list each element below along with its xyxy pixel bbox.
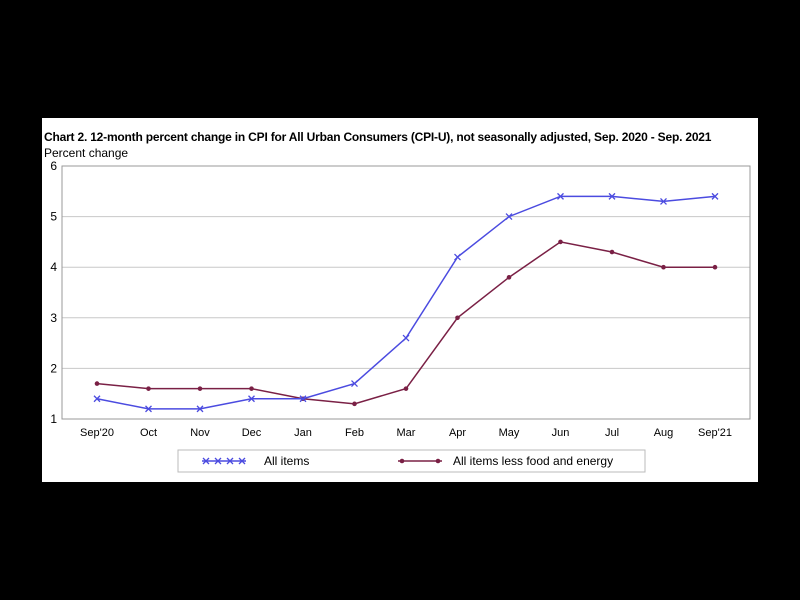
x-tick-label: Apr: [449, 427, 466, 439]
data-point: [711, 192, 719, 200]
data-point: [403, 386, 409, 391]
data-point: [299, 395, 307, 403]
data-point: [454, 253, 461, 261]
data-point: [248, 395, 255, 403]
data-point: [712, 264, 718, 270]
data-point: [145, 405, 152, 413]
x-tick-label: Jan: [294, 427, 312, 439]
data-point: [249, 386, 254, 391]
y-tick-label: 1: [50, 412, 57, 426]
data-point: [608, 192, 616, 200]
data-point: [214, 457, 222, 465]
y-tick-label: 3: [50, 311, 57, 325]
data-point: [197, 386, 203, 391]
data-point: [202, 457, 210, 465]
x-tick-label: Nov: [190, 427, 210, 439]
series-line: [96, 241, 715, 405]
data-point: [93, 395, 101, 403]
data-point: [238, 457, 246, 465]
legend-label: All items less food and energy: [453, 454, 613, 468]
data-point: [505, 213, 513, 221]
x-tick-label: Aug: [654, 427, 674, 439]
data-point: [557, 192, 564, 200]
x-tick-label: Dec: [242, 427, 262, 439]
series-line: [96, 195, 716, 410]
data-point: [661, 264, 666, 270]
x-tick-label: Mar: [397, 427, 416, 439]
data-point: [94, 381, 100, 386]
chart-title: Chart 2. 12-month percent change in CPI …: [44, 130, 712, 144]
data-point: [455, 315, 460, 321]
x-tick-label: Feb: [345, 427, 364, 439]
data-point: [146, 386, 151, 391]
data-point: [351, 380, 358, 388]
data-point: [226, 457, 234, 465]
y-axis-label: Percent change: [44, 146, 129, 160]
data-point: [352, 401, 357, 407]
data-point: [399, 458, 405, 464]
line-chart: 1 2 3 4 5 6 Sep'20 Oct Nov Dec Jan Feb Mar Apr May Jun J…: [50, 159, 751, 473]
data-point: [558, 239, 563, 245]
x-tick-label: May: [499, 427, 520, 439]
data-point: [435, 458, 441, 464]
x-tick-label: Jul: [605, 427, 619, 439]
y-tick-label: 6: [50, 159, 57, 173]
y-tick-label: 5: [50, 210, 57, 224]
data-point: [196, 405, 204, 413]
x-tick-label: Sep'20: [80, 427, 114, 439]
x-tick-label: Oct: [140, 427, 157, 439]
plot-area: [61, 165, 751, 420]
y-tick-label: 2: [50, 361, 57, 375]
chart-panel: Chart 2. 12-month percent change in CPI …: [42, 118, 758, 482]
legend-label: All items: [264, 454, 309, 468]
data-point: [609, 249, 615, 255]
data-point: [402, 334, 410, 342]
data-point: [506, 275, 512, 280]
x-tick-label: Jun: [552, 427, 570, 439]
y-tick-label: 4: [50, 260, 57, 274]
data-point: [660, 197, 667, 205]
x-tick-label: Sep'21: [698, 427, 732, 439]
